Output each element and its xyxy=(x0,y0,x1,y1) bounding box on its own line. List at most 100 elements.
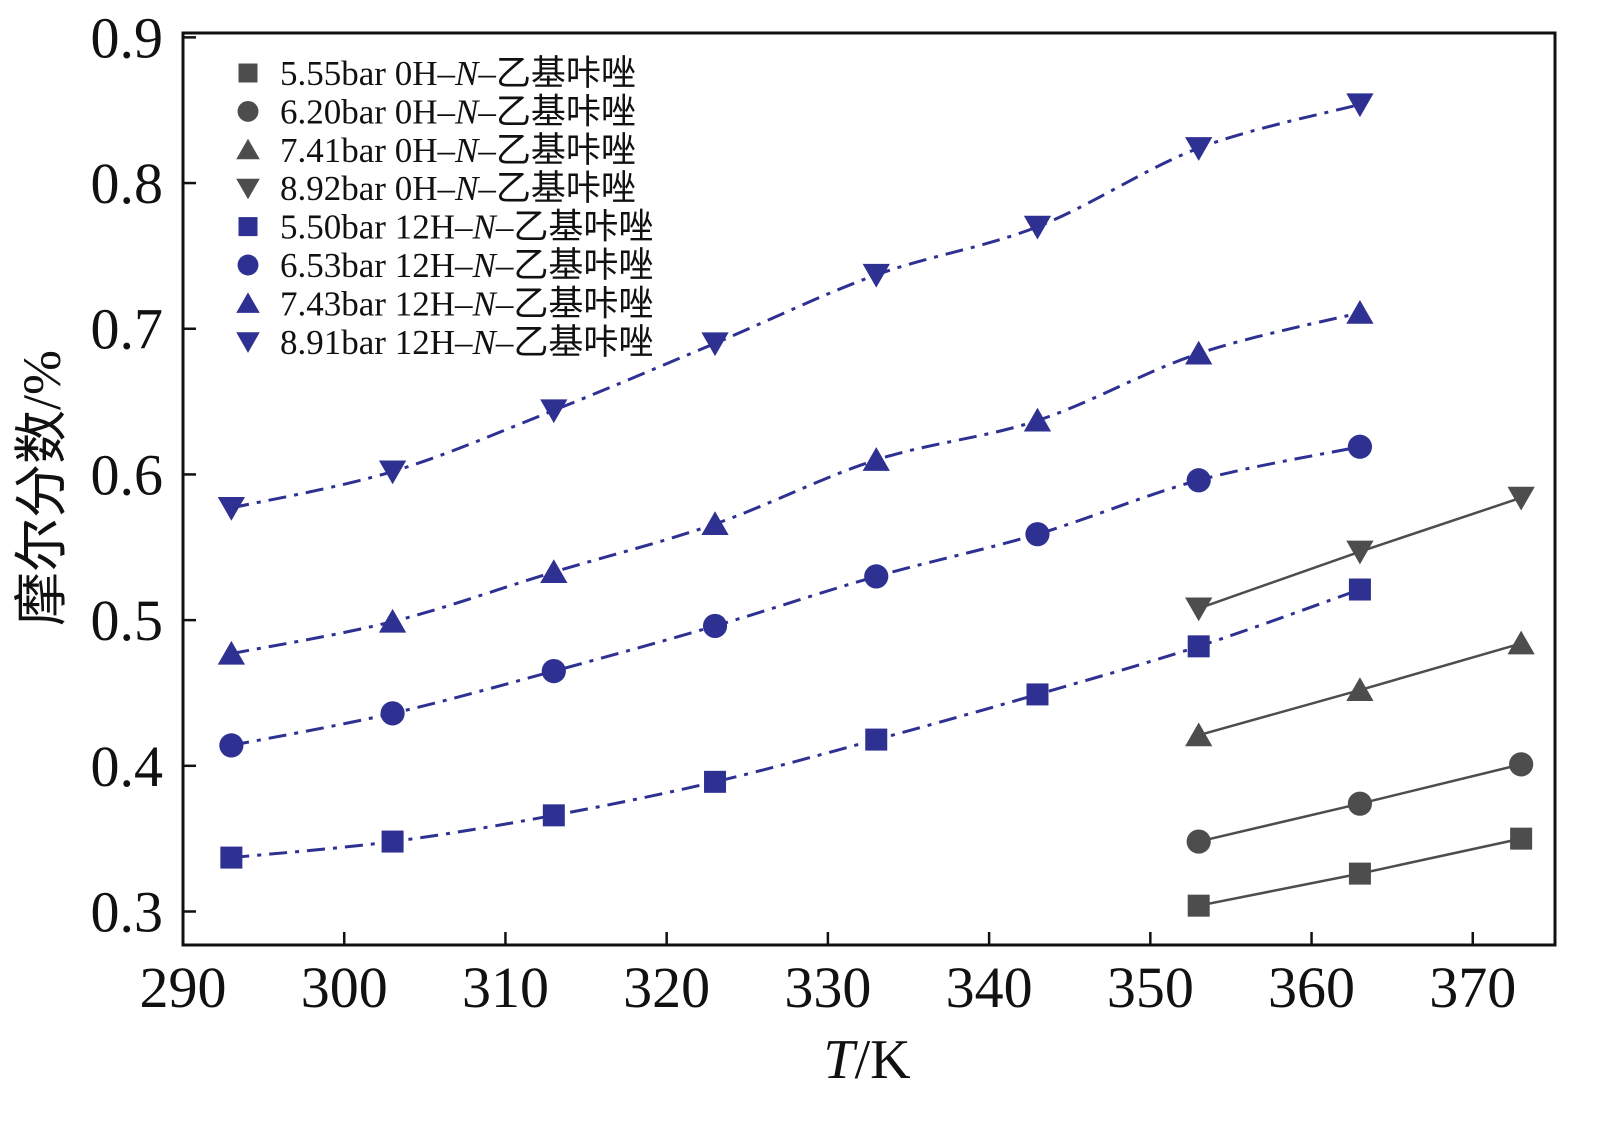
data-point-6-20bar-0h-363k xyxy=(1347,791,1373,816)
data-point-8-91bar-12h-363k xyxy=(1346,93,1374,118)
y-tick-label: 0.7 xyxy=(91,297,164,362)
data-point-7-43bar-12h-313k xyxy=(540,559,568,584)
label-text-part: /K xyxy=(855,1029,911,1091)
italic-symbol: N xyxy=(471,323,497,362)
label-text-part: 8.91bar 12H– xyxy=(280,323,473,362)
series-8-92bar-0h xyxy=(1185,486,1535,622)
data-point-7-43bar-12h-363k xyxy=(1346,299,1374,324)
legend-item: 5.55bar 0H–N–乙基咔唑 xyxy=(238,54,636,93)
label-text-part: –乙基咔唑 xyxy=(495,284,654,323)
italic-symbol: N xyxy=(471,246,497,285)
data-point-6-53bar-12h-313k xyxy=(541,659,566,684)
data-point-6-20bar-0h-353k xyxy=(1186,829,1211,854)
data-point-8-91bar-12h-323k xyxy=(701,332,729,357)
label-text-part: –乙基咔唑 xyxy=(477,92,636,131)
data-point-7-43bar-12h-293k xyxy=(217,640,246,665)
data-point-7-43bar-12h-323k xyxy=(701,511,729,535)
italic-symbol: N xyxy=(471,284,497,323)
legend-item: 5.50bar 12H–N–乙基咔唑 xyxy=(238,208,653,247)
data-point-7-41bar-0h-353k xyxy=(1185,722,1213,747)
legend-item: 7.43bar 12H–N–乙基咔唑 xyxy=(236,284,653,323)
data-point-7-43bar-12h-333k xyxy=(862,447,890,471)
legend-marker-circle xyxy=(237,254,259,276)
x-tick-label: 320 xyxy=(623,955,710,1020)
data-point-8-92bar-0h-353k xyxy=(1185,597,1213,622)
label-text-part: –乙基咔唑 xyxy=(495,208,654,247)
x-axis-label: T/K xyxy=(823,1029,910,1091)
data-point-6-53bar-12h-353k xyxy=(1186,468,1211,493)
legend-marker-triangle-down xyxy=(236,332,260,353)
x-axis: 290 300 310 320 330 340 350 360 370 xyxy=(140,932,1516,1020)
label-text-part: –乙基咔唑 xyxy=(495,323,654,362)
series-6-20bar-0h xyxy=(1186,752,1534,854)
italic-symbol: N xyxy=(454,169,480,208)
data-point-5-50bar-12h-323k xyxy=(704,770,727,793)
label-text-part: 6.53bar 12H– xyxy=(280,246,473,285)
series-7-43bar-12h xyxy=(217,299,1374,665)
data-point-5-50bar-12h-343k xyxy=(1026,683,1049,706)
x-tick-label: 340 xyxy=(946,955,1033,1020)
plot-frame xyxy=(181,31,1557,947)
data-point-6-53bar-12h-343k xyxy=(1025,522,1050,547)
data-point-5-50bar-12h-333k xyxy=(865,728,888,751)
data-point-5-50bar-12h-353k xyxy=(1187,635,1210,658)
series-line-7-43bar-12h xyxy=(231,311,1361,656)
data-point-7-41bar-0h-373k xyxy=(1507,630,1535,655)
data-point-5-55bar-0h-373k xyxy=(1510,827,1533,850)
legend-marker-triangle-up xyxy=(236,292,260,313)
x-tick-label: 310 xyxy=(462,955,549,1020)
italic-symbol: N xyxy=(454,92,480,131)
legend-label: 5.50bar 12H–N–乙基咔唑 xyxy=(280,208,653,247)
legend-label: 8.91bar 12H–N–乙基咔唑 xyxy=(280,323,653,362)
label-text-part: –乙基咔唑 xyxy=(495,246,654,285)
data-point-8-91bar-12h-333k xyxy=(862,263,890,288)
legend-marker-square xyxy=(238,217,258,237)
y-axis-label: 摩尔分数/% xyxy=(12,350,72,626)
data-point-7-43bar-12h-303k xyxy=(378,608,407,633)
data-point-8-91bar-12h-353k xyxy=(1185,137,1213,161)
italic-symbol: N xyxy=(454,131,480,170)
y-tick-label: 0.4 xyxy=(91,734,164,799)
legend-label: 5.55bar 0H–N–乙基咔唑 xyxy=(280,54,636,93)
data-point-6-53bar-12h-333k xyxy=(864,564,889,589)
label-text-part: 5.50bar 12H– xyxy=(280,208,473,247)
data-point-8-91bar-12h-313k xyxy=(540,399,568,424)
italic-symbol: T xyxy=(823,1029,858,1091)
series-line-5-50bar-12h xyxy=(231,588,1361,860)
legend-item: 8.92bar 0H–N–乙基咔唑 xyxy=(236,169,636,208)
series-5-55bar-0h xyxy=(1187,827,1533,917)
legend-label: 7.41bar 0H–N–乙基咔唑 xyxy=(280,131,636,170)
data-point-8-91bar-12h-343k xyxy=(1023,215,1052,240)
x-tick-label: 350 xyxy=(1107,955,1194,1020)
data-point-7-43bar-12h-353k xyxy=(1185,340,1213,365)
x-tick-label: 360 xyxy=(1268,955,1355,1020)
legend-marker-triangle-down xyxy=(236,178,260,200)
label-text-part: –乙基咔唑 xyxy=(477,131,636,170)
y-tick-label: 0.9 xyxy=(91,5,164,70)
legend-marker-triangle-up xyxy=(236,138,260,160)
data-point-8-92bar-0h-373k xyxy=(1507,486,1535,511)
label-text-part: 5.55bar 0H– xyxy=(280,54,455,93)
legend-label: 6.20bar 0H–N–乙基咔唑 xyxy=(280,92,636,131)
data-point-8-91bar-12h-293k xyxy=(217,496,246,521)
series-7-41bar-0h xyxy=(1185,630,1535,747)
legend-item: 6.20bar 0H–N–乙基咔唑 xyxy=(237,92,636,131)
label-text-part: 8.92bar 0H– xyxy=(280,169,455,208)
y-tick-label: 0.3 xyxy=(91,879,164,944)
legend-marker-circle xyxy=(237,100,259,122)
italic-symbol: N xyxy=(471,208,497,247)
x-tick-label: 370 xyxy=(1429,955,1516,1020)
label-text-part: –乙基咔唑 xyxy=(477,54,636,93)
data-point-6-53bar-12h-293k xyxy=(219,733,244,758)
data-point-6-53bar-12h-363k xyxy=(1347,434,1373,459)
legend-label: 7.43bar 12H–N–乙基咔唑 xyxy=(280,284,653,323)
data-point-6-20bar-0h-373k xyxy=(1509,752,1534,777)
series-line-8-91bar-12h xyxy=(231,102,1361,510)
y-tick-label: 0.5 xyxy=(91,588,164,653)
x-tick-label: 300 xyxy=(301,955,388,1020)
plot-series xyxy=(217,93,1535,917)
data-point-8-91bar-12h-303k xyxy=(378,460,407,485)
y-tick-label: 0.8 xyxy=(91,151,164,216)
